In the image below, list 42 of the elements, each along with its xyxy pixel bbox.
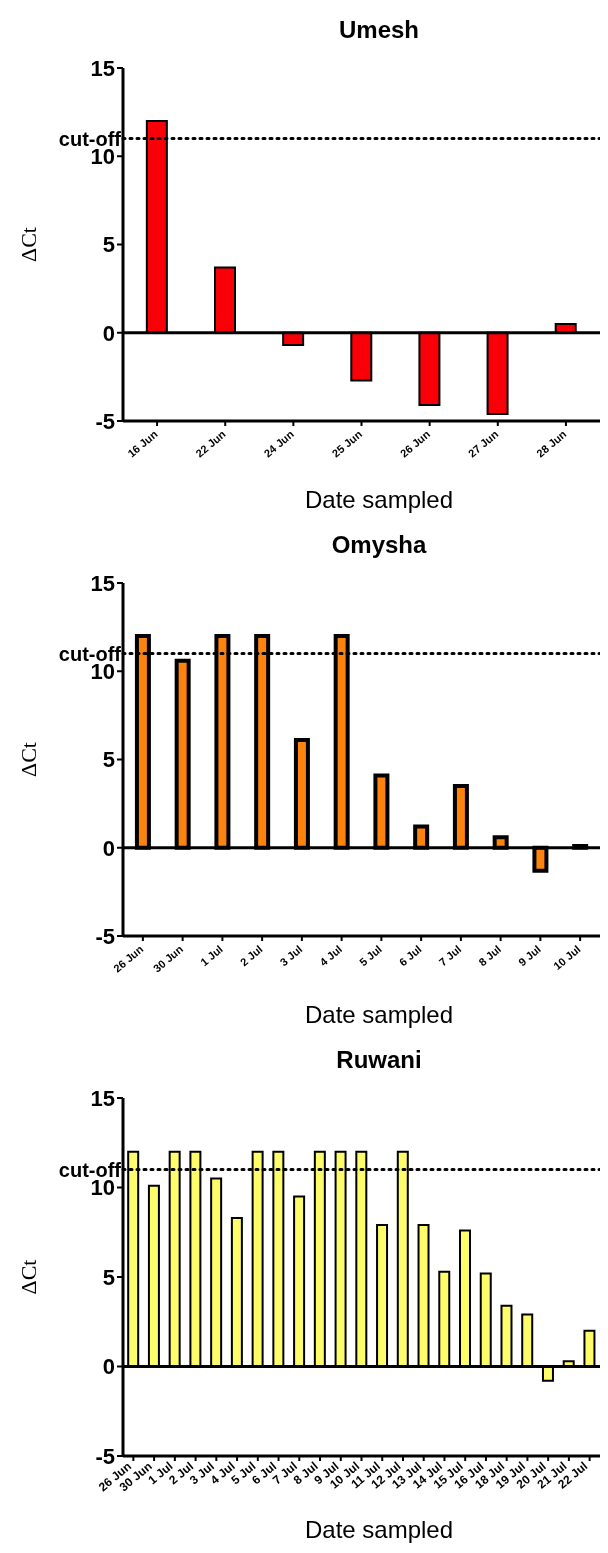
x-tick-label: 6 Jul (396, 942, 424, 969)
y-tick-label: 15 (90, 1085, 115, 1111)
x-tick-label: 1 Jul (198, 942, 225, 969)
y-tick-label: 15 (90, 55, 115, 81)
x-axis-title: Date sampled (303, 486, 455, 514)
x-tick-label: 24 Jun (261, 427, 297, 460)
chart-title: Ruwani (335, 1045, 423, 1075)
y-axis-title: ΔCt (15, 227, 41, 262)
chart-title: Omysha (330, 530, 428, 560)
x-tick-label: 30 Jun (150, 942, 186, 975)
ref-line-label: cut-off (58, 1158, 122, 1181)
ref-line-label: cut-off (58, 127, 122, 150)
x-tick-label: 10 Jul (551, 942, 583, 973)
y-tick-label: -5 (95, 408, 115, 434)
x-tick-label: 3 Jul (277, 942, 305, 969)
y-tick-label: 15 (90, 570, 115, 596)
chart-title: Umesh (338, 15, 420, 45)
x-tick-label: 16 Jun (125, 427, 160, 460)
x-tick-label: 7 Jul (436, 942, 464, 969)
y-tick-label: 0 (102, 320, 115, 346)
x-tick-label: 2 Jul (237, 942, 265, 969)
y-tick-label: -5 (95, 1443, 115, 1469)
y-tick-label: 5 (102, 232, 115, 258)
x-tick-label: 27 Jun (465, 427, 501, 460)
x-tick-label: 9 Jul (516, 942, 543, 969)
x-tick-label: 8 Jul (476, 942, 504, 969)
y-tick-label: 0 (102, 835, 115, 861)
x-tick-label: 25 Jun (329, 427, 365, 460)
y-axis-title: ΔCt (15, 742, 41, 777)
y-tick-label: 5 (102, 747, 115, 773)
y-tick-label: 0 (102, 1354, 115, 1380)
x-tick-label: 22 Jun (193, 427, 228, 460)
y-tick-label: 5 (102, 1264, 115, 1290)
y-axis-title: ΔCt (15, 1259, 41, 1295)
x-tick-label: 4 Jul (317, 942, 345, 969)
x-tick-label: 5 Jul (357, 942, 384, 969)
y-tick-label: -5 (95, 923, 115, 949)
x-axis-title: Date sampled (303, 1516, 455, 1544)
x-tick-label: 28 Jun (534, 427, 569, 460)
ref-line-label: cut-off (58, 642, 122, 665)
x-axis-title: Date sampled (303, 1001, 455, 1029)
x-tick-label: 26 Jun (397, 427, 433, 460)
